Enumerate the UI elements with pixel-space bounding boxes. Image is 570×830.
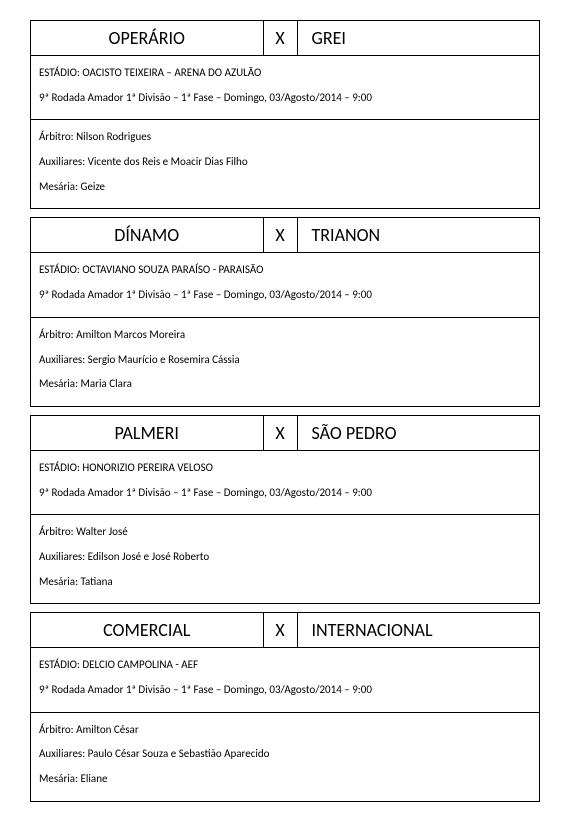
vs-separator: X — [264, 21, 298, 55]
scorer: Mesária: Maria Clara — [39, 375, 531, 394]
round-info: 9ª Rodada Amador 1ª Divisão – 1ª Fase – … — [39, 89, 531, 108]
match-header: PALMERI X SÃO PEDRO — [31, 416, 539, 451]
stadium-round-info: ESTÁDIO: HONORIZIO PEREIRA VELOSO 9ª Rod… — [31, 451, 539, 515]
away-team: INTERNACIONAL — [298, 613, 540, 647]
match-block: DÍNAMO X TRIANON ESTÁDIO: OCTAVIANO SOUZ… — [30, 217, 540, 406]
scorer: Mesária: Geize — [39, 178, 531, 197]
home-team: PALMERI — [31, 416, 264, 450]
assistants: Auxiliares: Sergio Maurício e Rosemira C… — [39, 351, 531, 370]
scorer: Mesária: Eliane — [39, 770, 531, 789]
officials-info: Árbitro: Walter José Auxiliares: Edilson… — [31, 515, 539, 603]
referee: Árbitro: Amilton Marcos Moreira — [39, 326, 531, 345]
assistants: Auxiliares: Edilson José e José Roberto — [39, 548, 531, 567]
stadium-label: ESTÁDIO: HONORIZIO PEREIRA VELOSO — [39, 459, 531, 478]
referee: Árbitro: Nilson Rodrigues — [39, 128, 531, 147]
assistants: Auxiliares: Paulo César Souza e Sebastiã… — [39, 745, 531, 764]
match-block: OPERÁRIO X GREI ESTÁDIO: OACISTO TEIXEIR… — [30, 20, 540, 209]
stadium-label: ESTÁDIO: DELCIO CAMPOLINA - AEF — [39, 656, 531, 675]
stadium-round-info: ESTÁDIO: OACISTO TEIXEIRA – ARENA DO AZU… — [31, 56, 539, 120]
assistants: Auxiliares: Vicente dos Reis e Moacir Di… — [39, 153, 531, 172]
away-team: SÃO PEDRO — [298, 416, 540, 450]
officials-info: Árbitro: Amilton Marcos Moreira Auxiliar… — [31, 318, 539, 406]
vs-separator: X — [264, 416, 298, 450]
scorer: Mesária: Tatiana — [39, 573, 531, 592]
match-schedule: OPERÁRIO X GREI ESTÁDIO: OACISTO TEIXEIR… — [30, 20, 540, 802]
match-header: DÍNAMO X TRIANON — [31, 218, 539, 253]
stadium-label: ESTÁDIO: OCTAVIANO SOUZA PARAÍSO - PARAI… — [39, 261, 531, 280]
match-header: COMERCIAL X INTERNACIONAL — [31, 613, 539, 648]
round-info: 9ª Rodada Amador 1ª Divisão – 1ª Fase – … — [39, 681, 531, 700]
match-header: OPERÁRIO X GREI — [31, 21, 539, 56]
officials-info: Árbitro: Amilton César Auxiliares: Paulo… — [31, 713, 539, 801]
stadium-round-info: ESTÁDIO: OCTAVIANO SOUZA PARAÍSO - PARAI… — [31, 253, 539, 317]
match-block: COMERCIAL X INTERNACIONAL ESTÁDIO: DELCI… — [30, 612, 540, 801]
away-team: TRIANON — [298, 218, 540, 252]
stadium-label: ESTÁDIO: OACISTO TEIXEIRA – ARENA DO AZU… — [39, 64, 531, 83]
vs-separator: X — [264, 218, 298, 252]
match-block: PALMERI X SÃO PEDRO ESTÁDIO: HONORIZIO P… — [30, 415, 540, 604]
away-team: GREI — [298, 21, 540, 55]
referee: Árbitro: Walter José — [39, 523, 531, 542]
round-info: 9ª Rodada Amador 1ª Divisão – 1ª Fase – … — [39, 484, 531, 503]
home-team: OPERÁRIO — [31, 21, 264, 55]
vs-separator: X — [264, 613, 298, 647]
round-info: 9ª Rodada Amador 1ª Divisão – 1ª Fase – … — [39, 286, 531, 305]
home-team: DÍNAMO — [31, 218, 264, 252]
stadium-round-info: ESTÁDIO: DELCIO CAMPOLINA - AEF 9ª Rodad… — [31, 648, 539, 712]
referee: Árbitro: Amilton César — [39, 721, 531, 740]
home-team: COMERCIAL — [31, 613, 264, 647]
officials-info: Árbitro: Nilson Rodrigues Auxiliares: Vi… — [31, 120, 539, 208]
